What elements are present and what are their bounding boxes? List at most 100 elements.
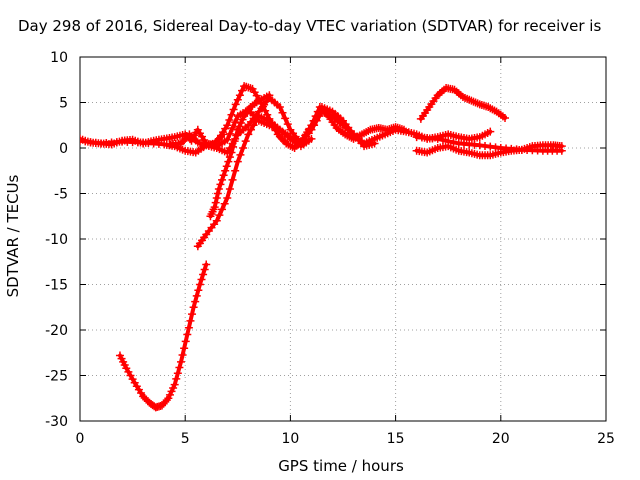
data-point <box>238 86 247 95</box>
data-point <box>184 323 193 332</box>
y-tick-label: -30 <box>45 414 68 430</box>
data-point <box>210 203 219 212</box>
data-point <box>173 369 182 378</box>
chart-title: Day 298 of 2016, Sidereal Day-to-day VTE… <box>18 17 601 35</box>
data-point <box>192 291 201 300</box>
data-point <box>212 194 221 203</box>
data-point <box>228 123 237 132</box>
x-tick-label: 5 <box>181 431 190 447</box>
data-point <box>252 116 261 125</box>
y-tick-label: -10 <box>45 232 68 248</box>
data-point <box>307 121 316 130</box>
data-point <box>241 137 250 146</box>
series-group <box>80 82 566 412</box>
data-point <box>233 95 242 104</box>
data-point <box>213 189 222 198</box>
grid <box>80 57 606 421</box>
data-point <box>235 91 244 100</box>
x-tick-label: 10 <box>281 431 299 447</box>
data-point <box>230 137 239 146</box>
data-point <box>236 150 245 159</box>
data-point <box>199 270 208 279</box>
data-point <box>229 105 238 114</box>
data-point <box>231 166 240 175</box>
data-point <box>180 344 189 353</box>
data-point <box>219 171 228 180</box>
data-point <box>225 116 234 125</box>
data-point <box>178 351 187 360</box>
series-track-4 <box>193 112 316 251</box>
data-point <box>309 116 318 125</box>
data-point <box>162 396 171 405</box>
data-point <box>370 139 379 148</box>
data-point <box>225 153 234 162</box>
y-tick-label: 10 <box>50 50 68 66</box>
series-track-6 <box>214 82 409 152</box>
x-tick-label: 0 <box>76 431 85 447</box>
data-point <box>232 131 241 140</box>
data-point <box>214 184 223 193</box>
data-point <box>265 91 274 100</box>
data-point <box>278 108 287 117</box>
data-point <box>223 135 232 144</box>
data-point <box>244 130 253 139</box>
data-point <box>202 260 211 269</box>
plot-frame <box>79 56 607 422</box>
data-point <box>239 144 248 152</box>
data-point <box>261 106 270 115</box>
data-point <box>231 100 240 109</box>
data-point <box>200 265 209 274</box>
x-tick-label: 20 <box>492 431 510 447</box>
data-point <box>186 316 195 325</box>
series-track-9 <box>412 133 566 155</box>
data-point <box>223 194 232 203</box>
data-point <box>181 337 190 346</box>
data-point <box>175 363 184 372</box>
data-point <box>191 297 200 306</box>
data-point <box>223 121 232 130</box>
x-tick-label: 15 <box>387 431 405 447</box>
y-tick-label: -15 <box>45 278 68 294</box>
data-point <box>183 330 192 339</box>
data-point <box>227 110 236 119</box>
data-point <box>216 180 225 189</box>
data-point <box>218 175 227 184</box>
data-point <box>438 136 447 145</box>
data-point <box>227 148 236 157</box>
y-axis-label: SDTVAR / TECUs <box>4 174 22 297</box>
data-point <box>433 134 442 143</box>
data-point <box>188 310 197 319</box>
data-point <box>221 166 230 175</box>
x-tick-label: 25 <box>597 431 615 447</box>
data-point <box>557 146 566 155</box>
data-point <box>231 118 240 127</box>
data-point <box>170 380 179 389</box>
data-point <box>176 357 185 366</box>
data-point <box>195 280 204 289</box>
data-point <box>400 125 409 134</box>
data-point <box>486 127 495 136</box>
data-point <box>233 157 242 166</box>
data-point <box>449 138 458 147</box>
y-tick-label: -20 <box>45 323 68 339</box>
data-point <box>246 125 255 134</box>
data-point <box>263 110 272 119</box>
series-track-10 <box>206 91 274 221</box>
plot-border <box>79 56 607 422</box>
data-point <box>222 162 231 171</box>
data-point <box>224 157 233 166</box>
data-point <box>212 216 221 225</box>
y-tick-label: -5 <box>54 187 68 203</box>
series-track-5 <box>115 260 211 412</box>
data-point <box>281 114 290 123</box>
data-point <box>220 199 229 208</box>
data-point <box>311 112 320 121</box>
data-point <box>444 137 453 146</box>
data-point <box>275 103 284 112</box>
data-point <box>283 120 292 129</box>
data-point <box>218 205 227 214</box>
y-tick-label: 5 <box>59 96 68 112</box>
series-track-7 <box>416 83 510 123</box>
data-point <box>307 134 316 143</box>
